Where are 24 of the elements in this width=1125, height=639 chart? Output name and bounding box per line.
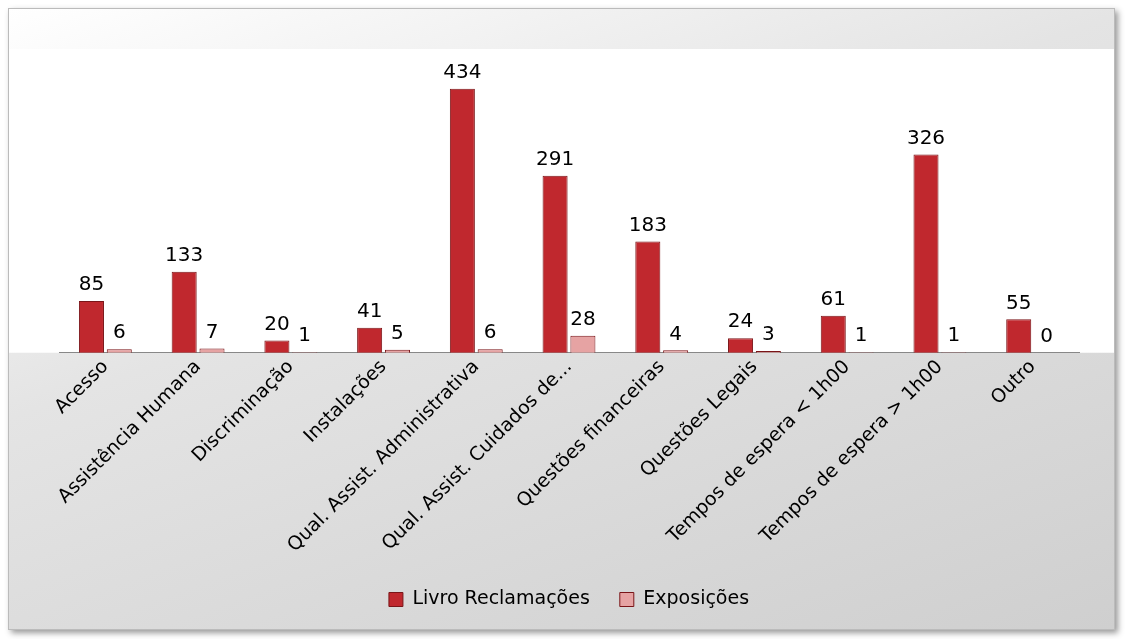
data-label: 20 (264, 310, 290, 335)
data-label: 5 (391, 319, 404, 344)
data-label: 133 (165, 242, 204, 267)
legend-label: Exposições (643, 586, 750, 609)
data-label: 326 (906, 124, 946, 149)
data-label: 6 (112, 319, 126, 344)
data-label: 3 (762, 321, 775, 346)
data-label: 1 (298, 322, 312, 347)
data-label: 1 (947, 322, 961, 347)
legend-label: Livro Reclamações (412, 586, 590, 609)
data-label: 7 (205, 318, 219, 343)
data-label: 28 (570, 305, 596, 330)
data-label: 4 (669, 320, 682, 345)
data-label: 183 (628, 211, 667, 236)
data-label: 41 (356, 298, 383, 323)
data-label: 24 (727, 308, 754, 333)
data-label: 6 (483, 319, 497, 344)
data-label: 61 (820, 285, 846, 310)
data-label: 55 (1006, 289, 1032, 314)
data-label: 1 (854, 322, 868, 347)
data-label: 85 (78, 271, 105, 296)
data-label: 291 (536, 145, 575, 170)
data-label: 0 (1040, 323, 1053, 347)
data-label: 434 (443, 58, 482, 83)
